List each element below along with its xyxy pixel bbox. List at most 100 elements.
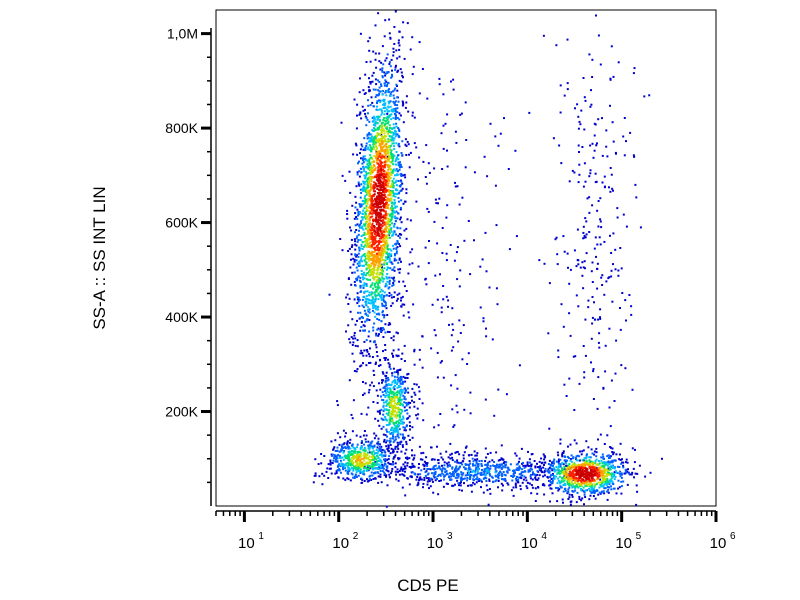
data-point [383,464,386,467]
data-point [386,164,389,166]
data-point [391,302,394,305]
data-point [442,285,445,287]
data-point [415,414,418,417]
data-point [393,253,396,255]
data-point [354,240,357,243]
data-point [373,464,376,467]
data-point [399,208,402,211]
data-point [447,299,450,302]
data-point [391,398,394,401]
data-point [383,294,386,297]
data-point [484,476,487,479]
data-point [589,144,592,147]
data-point [407,391,410,394]
data-point [391,426,393,429]
data-point [360,235,363,237]
data-point [559,442,562,445]
data-point [361,352,364,354]
data-point [394,435,397,438]
data-point [445,295,448,298]
data-point [407,272,410,275]
data-point [394,407,397,410]
data-point [451,466,454,469]
data-point [388,404,391,407]
data-point [562,235,565,238]
data-point [393,97,396,100]
data-point [630,305,633,308]
data-point [572,464,575,467]
data-point [413,457,416,460]
data-point [368,136,371,139]
data-point [381,451,383,454]
data-point [385,399,388,402]
data-point [359,472,362,474]
data-point [399,268,402,271]
data-point [378,382,380,385]
data-point [382,234,385,237]
data-point [562,325,565,328]
data-point [374,417,377,420]
data-point [466,474,469,476]
data-point [369,82,372,85]
data-point [359,451,362,454]
data-point [374,248,377,251]
data-point [404,176,407,179]
data-point [417,481,420,484]
data-point [385,225,388,228]
data-point [513,469,516,472]
data-point [379,460,382,463]
data-point [400,221,403,224]
data-point [474,468,477,471]
data-point [398,145,401,148]
data-point [386,330,389,333]
data-point [636,490,639,493]
data-point [384,148,387,151]
data-point [370,236,373,239]
data-point [393,145,396,148]
data-point [394,219,397,222]
data-point [388,18,391,21]
data-point [390,276,393,279]
data-point [608,186,610,189]
data-point [392,94,395,97]
data-point [377,457,380,460]
data-point [494,480,497,483]
data-point [405,448,408,451]
data-point [385,371,388,374]
data-point [421,402,424,405]
data-point [369,340,372,343]
data-point [604,470,607,473]
data-point [563,470,566,473]
data-point [371,148,374,151]
data-point [395,396,397,399]
data-point [379,412,381,415]
data-point [529,461,531,464]
data-point [621,461,624,464]
data-point [395,371,398,373]
data-point [446,483,449,485]
data-point [371,282,374,285]
data-point [502,471,505,473]
data-point [359,329,362,332]
data-point [457,482,460,485]
data-point [394,87,397,90]
data-point [395,122,398,125]
data-point [329,463,332,466]
data-point [398,411,401,414]
data-point [577,482,580,485]
data-point [370,257,373,260]
data-point [604,463,607,466]
data-point [379,328,382,331]
data-point [354,243,357,246]
data-point [365,413,368,416]
data-point [374,143,377,146]
data-point [376,140,379,143]
data-point [382,244,385,246]
data-point [511,479,514,482]
data-point [396,156,398,159]
data-point [371,455,374,458]
data-point [474,471,477,474]
data-point [521,481,524,484]
data-point [382,237,385,240]
data-point [394,201,396,204]
